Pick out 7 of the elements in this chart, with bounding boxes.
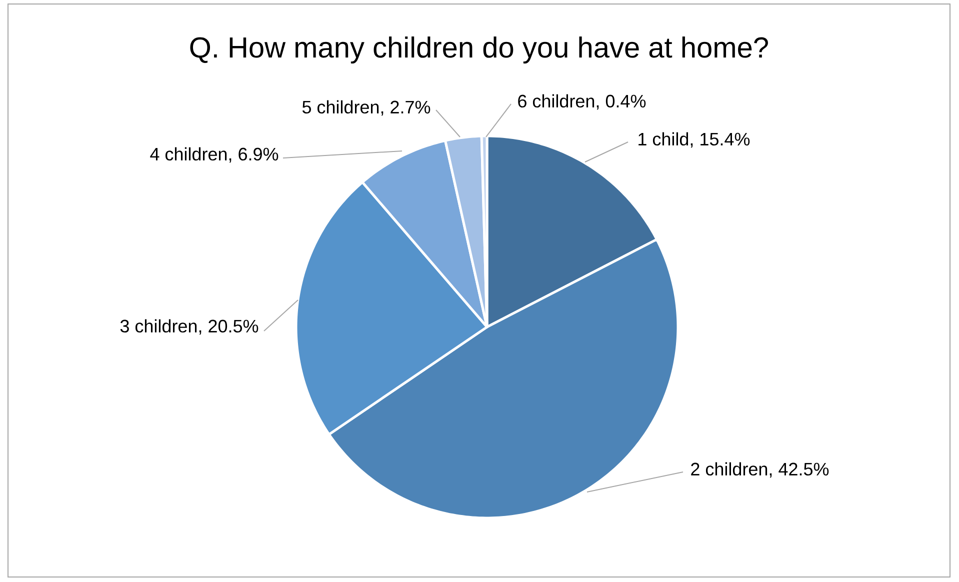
slice-label: 4 children, 6.9% (150, 147, 278, 163)
slice-label: 5 children, 2.7% (302, 100, 430, 116)
slice-label: 1 child, 15.4% (638, 132, 750, 148)
slice-label: 2 children, 42.5% (691, 462, 829, 478)
chart-title: Q. How many children do you have at home? (190, 36, 768, 64)
slice-label: 6 children, 0.4% (518, 94, 646, 110)
slice-label: 3 children, 20.5% (120, 319, 258, 335)
